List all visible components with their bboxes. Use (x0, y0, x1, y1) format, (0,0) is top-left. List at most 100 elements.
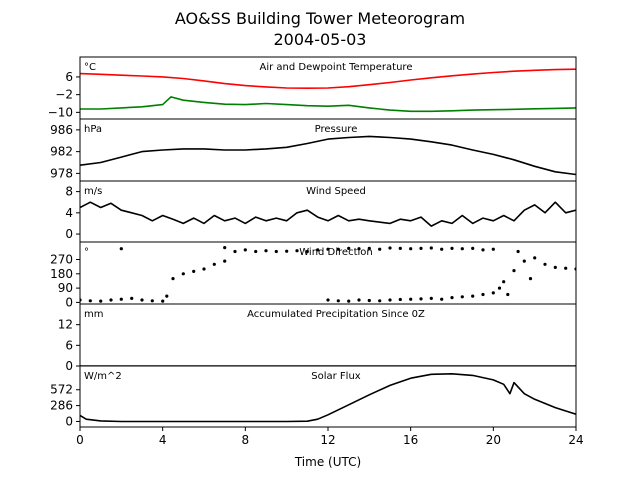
data-point (528, 277, 533, 281)
data-point (440, 247, 444, 251)
data-point (161, 299, 165, 303)
data-point (305, 249, 309, 254)
data-point (285, 249, 289, 253)
data-point (274, 249, 278, 254)
y-tick-label: 270 (50, 252, 73, 266)
data-point (212, 262, 216, 266)
data-point (357, 298, 361, 302)
panel-1: 6 −2 −10 °C Air and Dewpoint Temperature (48, 56, 577, 120)
panel-unit-label: W/m^2 (84, 371, 122, 382)
panel-series-group (80, 246, 576, 303)
y-tick-label: 286 (50, 399, 73, 413)
data-point (564, 266, 568, 270)
data-point (192, 269, 196, 273)
y-tick-label: 986 (50, 123, 73, 137)
panel-series-group (80, 135, 576, 176)
series-line (80, 373, 576, 423)
data-point (140, 298, 144, 302)
data-point (233, 249, 237, 254)
panel-unit-label: °C (84, 62, 96, 73)
y-tick-label: 0 (65, 414, 73, 428)
data-point (378, 299, 382, 303)
panel-unit-label: hPa (84, 124, 102, 135)
data-point (460, 247, 464, 251)
series-line (80, 201, 576, 227)
data-point (522, 259, 526, 263)
y-tick-label: 982 (50, 145, 73, 159)
data-point (357, 247, 361, 251)
y-tick-label: 0 (65, 227, 73, 241)
y-tick-label: 4 (65, 206, 73, 220)
data-point (497, 286, 502, 290)
data-point (429, 296, 433, 300)
panel-unit-label: m/s (84, 186, 102, 197)
data-point (326, 247, 330, 251)
panel-title: Accumulated Precipitation Since 0Z (247, 309, 425, 320)
data-point (516, 249, 520, 254)
data-point (502, 280, 506, 284)
panel-series-group (80, 201, 576, 227)
panel-title: Wind Direction (299, 247, 373, 258)
data-point (223, 259, 227, 263)
data-point (264, 249, 268, 253)
y-tick-label: 8 (65, 185, 73, 199)
data-point (254, 249, 258, 254)
y-tick-label: −10 (48, 105, 73, 119)
data-point (388, 246, 392, 250)
panel-title: Air and Dewpoint Temperature (260, 62, 413, 73)
panel-title: Solar Flux (311, 371, 361, 382)
panel-series-group (80, 373, 576, 423)
figure-title: AO&SS Building Tower Meteorogram (175, 9, 465, 28)
data-point (150, 299, 154, 303)
y-tick-label: 12 (58, 318, 73, 332)
data-point (506, 292, 510, 297)
x-tick-label: 8 (242, 433, 250, 447)
panel-3: 8 4 0 m/s Wind Speed (65, 180, 577, 243)
data-point (88, 299, 92, 303)
panel-5: 12 6 0 mm Accumulated Precipitation Since 0Z (58, 303, 577, 373)
data-point (336, 299, 340, 303)
data-point (450, 296, 454, 300)
y-tick-label: 0 (65, 359, 73, 373)
data-point (409, 297, 413, 301)
data-point (481, 248, 485, 252)
panel-unit-label: mm (84, 309, 103, 320)
data-point (450, 246, 454, 250)
data-point (165, 294, 169, 298)
panel-unit-label: ° (84, 247, 89, 258)
data-point (223, 246, 227, 250)
x-axis: 0 4 8 12 16 20 24 (76, 433, 583, 447)
data-point (316, 248, 320, 252)
series-line (80, 96, 576, 113)
data-point (471, 294, 475, 298)
y-tick-label: −2 (55, 88, 73, 102)
y-tick-label: 90 (58, 281, 73, 295)
data-point (388, 298, 392, 302)
data-point (99, 299, 103, 303)
x-tick-label: 16 (403, 433, 418, 447)
data-point (553, 265, 557, 269)
data-point (398, 246, 402, 250)
data-point (419, 246, 423, 250)
series-line (80, 68, 576, 89)
data-point (460, 295, 464, 299)
data-point (347, 299, 351, 303)
data-point (326, 298, 330, 302)
x-tick-label: 0 (76, 433, 84, 447)
data-point (543, 262, 547, 266)
data-point (491, 247, 495, 251)
panel-title: Pressure (315, 124, 358, 135)
panels-group: 6−2−10°C Air and Dewpoint Temperature9869… (48, 56, 577, 431)
data-point (295, 249, 299, 253)
series-line (80, 135, 576, 176)
panel-title: Wind Speed (306, 186, 366, 197)
data-point (202, 267, 206, 271)
x-axis-label: Time (UTC) (294, 455, 361, 469)
data-point (481, 292, 485, 297)
data-point (347, 246, 351, 250)
x-tick-label: 12 (320, 433, 335, 447)
data-point (109, 298, 113, 302)
y-tick-label: 180 (50, 267, 73, 281)
